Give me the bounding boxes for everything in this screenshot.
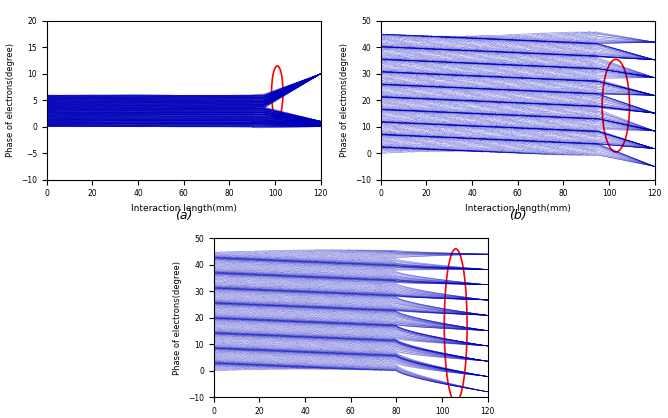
Y-axis label: Phase of electrons(degree): Phase of electrons(degree) [7, 43, 15, 157]
Y-axis label: Phase of electrons(degree): Phase of electrons(degree) [174, 261, 182, 375]
X-axis label: Interaction length(mm): Interaction length(mm) [465, 204, 570, 213]
Y-axis label: Phase of electrons(degree): Phase of electrons(degree) [341, 43, 349, 157]
Text: (b): (b) [509, 209, 526, 222]
X-axis label: Interaction length(mm): Interaction length(mm) [131, 204, 236, 213]
Text: (a): (a) [175, 209, 192, 222]
